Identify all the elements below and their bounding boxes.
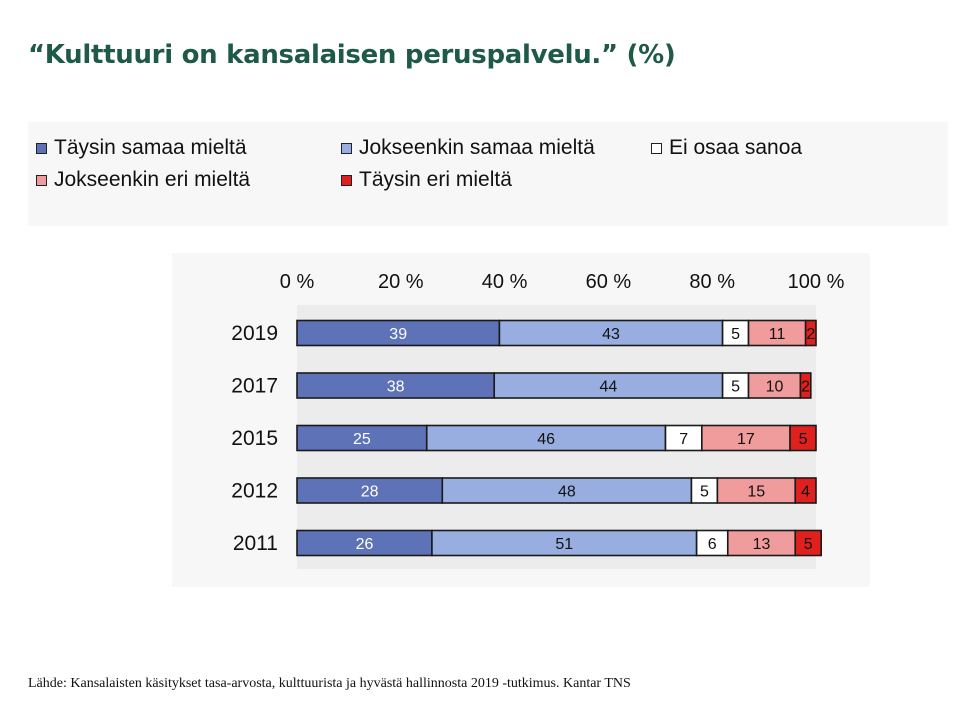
bar-segment (296, 424, 428, 452)
chart-title: “Kulttuuri on kansalaisen peruspalvelu.”… (28, 40, 676, 70)
legend-label: Täysin samaa mieltä (54, 136, 247, 159)
data-label: 2 (801, 379, 810, 396)
data-label: 5 (804, 536, 813, 553)
bar-segment (695, 529, 729, 557)
bar-segment (794, 529, 822, 557)
data-label: 5 (731, 379, 740, 396)
bar-segment (498, 319, 724, 347)
bar-segment (726, 529, 797, 557)
data-label: 28 (361, 484, 379, 501)
bar-segment (425, 424, 667, 452)
source-note: Lähde: Kansalaisten käsitykset tasa-arvo… (28, 676, 631, 691)
x-tick-label: 100 % (788, 271, 845, 293)
x-tick-label: 0 % (280, 271, 315, 293)
data-label: 46 (537, 431, 555, 448)
legend-swatch (651, 142, 662, 154)
data-label: 43 (602, 326, 620, 343)
data-label: 2 (806, 326, 815, 343)
bar-segment (296, 529, 433, 557)
bar-segment (493, 372, 724, 399)
legend-swatch (341, 174, 352, 186)
data-label: 4 (801, 484, 810, 501)
data-label: 10 (766, 379, 784, 396)
category-label: 2019 (231, 322, 278, 345)
data-label: 48 (558, 484, 576, 501)
data-label: 13 (753, 536, 771, 553)
legend-item: Jokseenkin samaa mieltä (341, 136, 595, 160)
legend-item: Täysin eri mieltä (341, 168, 512, 192)
bar-segment (296, 477, 444, 504)
data-label: 5 (700, 484, 709, 501)
chart-panel: 0 % 20 % 40 % 60 % 80 % 100 % 2019 39 43 5 11 2 2017… (172, 253, 870, 587)
bar-segment (747, 372, 802, 399)
data-label: 39 (389, 326, 407, 343)
legend-label: Jokseenkin eri mieltä (54, 168, 251, 191)
bar-segment (721, 372, 750, 399)
legend: Täysin samaa mieltä Jokseenkin samaa miel… (28, 122, 948, 226)
bar-segment (296, 372, 496, 399)
x-tick-label: 20 % (378, 271, 424, 293)
data-label: 26 (356, 536, 374, 553)
data-label: 17 (737, 431, 755, 448)
legend-item: Täysin samaa mieltä (36, 136, 247, 160)
bar-segment (804, 319, 817, 347)
bar-segment (747, 319, 807, 347)
legend-label: Täysin eri mieltä (359, 168, 512, 191)
x-tick-label: 40 % (482, 271, 528, 293)
legend-item: Ei osaa sanoa (651, 136, 802, 160)
stacked-bar-chart: 0 % 20 % 40 % 60 % 80 % 100 % 2019 39 43 5 11 2 2017… (231, 271, 845, 569)
legend-swatch (36, 174, 47, 186)
legend-label: Ei osaa sanoa (669, 136, 803, 159)
data-label: 38 (387, 379, 405, 396)
category-label: 2015 (231, 427, 278, 450)
data-label: 5 (799, 431, 808, 448)
data-label: 7 (679, 431, 688, 448)
data-label: 5 (731, 326, 740, 343)
bar-segment (296, 319, 501, 347)
bar-segment (441, 477, 693, 504)
data-label: 51 (555, 536, 573, 553)
legend-swatch (341, 142, 352, 154)
bar-segment (789, 424, 817, 452)
category-label: 2012 (231, 480, 278, 503)
x-tick-label: 60 % (586, 271, 632, 293)
bar-segment (794, 477, 817, 504)
legend-label: Jokseenkin samaa mieltä (359, 136, 595, 159)
bar-segment (799, 372, 812, 399)
x-tick-label: 80 % (689, 271, 735, 293)
bar-segment (721, 319, 750, 347)
bar-segment (431, 529, 698, 557)
bar-segment (664, 424, 703, 452)
legend-swatch (36, 142, 47, 154)
data-label: 6 (708, 536, 717, 553)
category-label: 2011 (233, 532, 278, 555)
bar-segment (690, 477, 719, 504)
category-label: 2017 (231, 375, 278, 398)
data-label: 11 (769, 326, 786, 343)
legend-item: Jokseenkin eri mieltä (36, 168, 250, 192)
data-label: 25 (353, 431, 371, 448)
data-label: 15 (747, 484, 765, 501)
data-label: 44 (600, 379, 618, 396)
